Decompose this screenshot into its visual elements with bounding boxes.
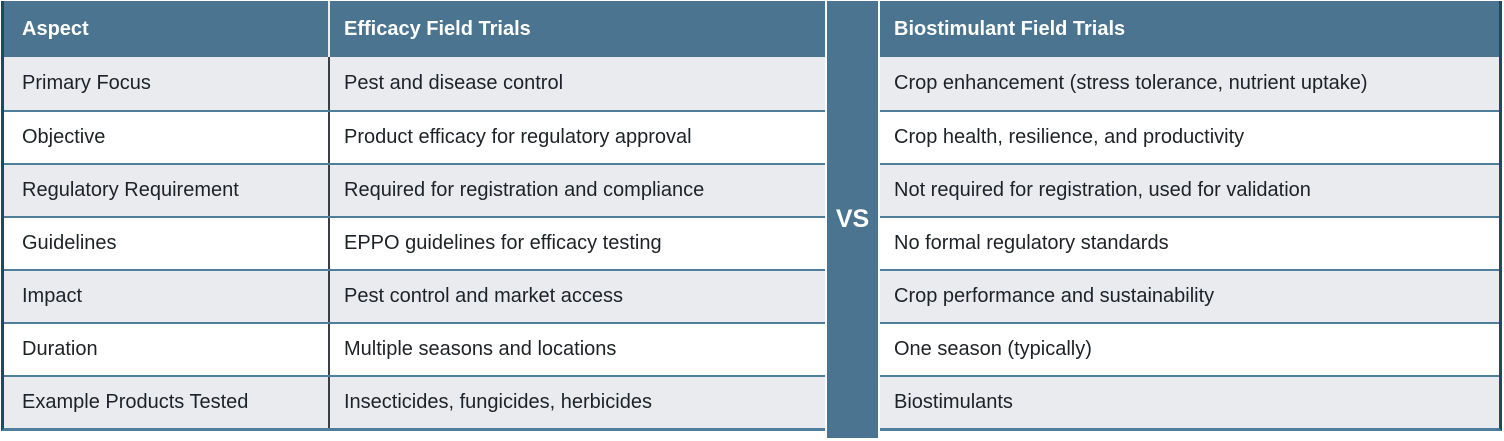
biostimulant-cell: Not required for registration, used for …	[894, 179, 1311, 201]
aspect-cell: Objective	[22, 126, 106, 148]
table-row: Not required for registration, used for …	[880, 163, 1499, 216]
aspect-cell: Duration	[22, 338, 98, 360]
biostimulant-cell: Crop health, resilience, and productivit…	[894, 126, 1245, 148]
efficacy-cell: EPPO guidelines for efficacy testing	[328, 218, 825, 269]
biostimulant-cell: Biostimulants	[894, 391, 1013, 413]
biostimulant-cell: Crop performance and sustainability	[894, 285, 1215, 307]
table-row: Example Products Tested Insecticides, fu…	[4, 375, 825, 428]
biostimulant-cell: One season (typically)	[894, 338, 1092, 360]
table-header-row: Aspect Efficacy Field Trials	[4, 1, 825, 57]
table-row: Biostimulants	[880, 375, 1499, 428]
efficacy-cell: Product efficacy for regulatory approval	[328, 112, 825, 163]
table-row: Regulatory Requirement Required for regi…	[4, 163, 825, 216]
efficacy-cell: Pest control and market access	[328, 271, 825, 322]
table-row: Crop health, resilience, and productivit…	[880, 110, 1499, 163]
biostimulant-cell: Crop enhancement (stress tolerance, nutr…	[894, 72, 1368, 94]
aspect-cell: Regulatory Requirement	[22, 179, 239, 201]
table-row: Primary Focus Pest and disease control	[4, 57, 825, 110]
aspect-cell: Example Products Tested	[22, 391, 249, 413]
table-row: Objective Product efficacy for regulator…	[4, 110, 825, 163]
table-row: One season (typically)	[880, 322, 1499, 375]
biostimulant-table: Biostimulant Field Trials Crop enhanceme…	[880, 1, 1502, 431]
efficacy-table: Aspect Efficacy Field Trials Primary Foc…	[1, 1, 825, 431]
vs-label: VS	[835, 205, 870, 233]
vs-divider: VS	[827, 1, 878, 438]
table-row: Guidelines EPPO guidelines for efficacy …	[4, 216, 825, 269]
table-header-row: Biostimulant Field Trials	[880, 1, 1499, 57]
table-row: No formal regulatory standards	[880, 216, 1499, 269]
table-row: Crop enhancement (stress tolerance, nutr…	[880, 57, 1499, 110]
aspect-cell: Guidelines	[22, 232, 117, 254]
table-row: Impact Pest control and market access	[4, 269, 825, 322]
biostimulant-cell: No formal regulatory standards	[894, 232, 1169, 254]
table-row: Duration Multiple seasons and locations	[4, 322, 825, 375]
efficacy-cell: Multiple seasons and locations	[328, 324, 825, 375]
aspect-cell: Primary Focus	[22, 72, 151, 94]
column-header-biostimulant: Biostimulant Field Trials	[894, 17, 1126, 40]
table-row: Crop performance and sustainability	[880, 269, 1499, 322]
column-header-aspect: Aspect	[22, 17, 89, 40]
efficacy-cell: Insecticides, fungicides, herbicides	[328, 377, 825, 428]
efficacy-cell: Required for registration and compliance	[328, 165, 825, 216]
column-header-efficacy: Efficacy Field Trials	[328, 1, 825, 57]
aspect-cell: Impact	[22, 285, 83, 307]
efficacy-cell: Pest and disease control	[328, 57, 825, 110]
